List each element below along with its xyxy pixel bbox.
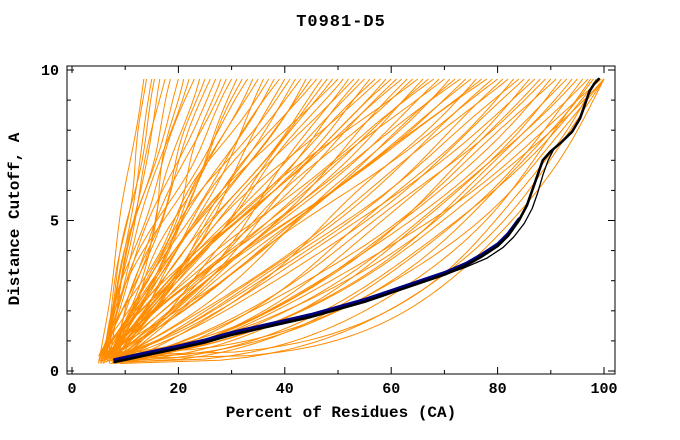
chart-title: T0981-D5 (296, 13, 386, 32)
svg-text:0: 0 (50, 364, 59, 381)
svg-text:60: 60 (382, 381, 400, 398)
svg-text:20: 20 (169, 381, 187, 398)
svg-text:100: 100 (590, 381, 617, 398)
svg-text:0: 0 (67, 381, 76, 398)
tick-labels: 0 20 40 60 80 100 0 5 10 (41, 63, 618, 398)
curve-navy-model (113, 217, 521, 362)
svg-text:10: 10 (41, 63, 59, 80)
x-axis-label: Percent of Residues (CA) (225, 404, 457, 422)
model-curves (98, 78, 605, 364)
curve-black-model-1 (113, 77, 601, 364)
axes-frame (66, 65, 616, 375)
svg-text:40: 40 (276, 381, 294, 398)
svg-text:5: 5 (50, 214, 59, 231)
svg-text:80: 80 (489, 381, 507, 398)
